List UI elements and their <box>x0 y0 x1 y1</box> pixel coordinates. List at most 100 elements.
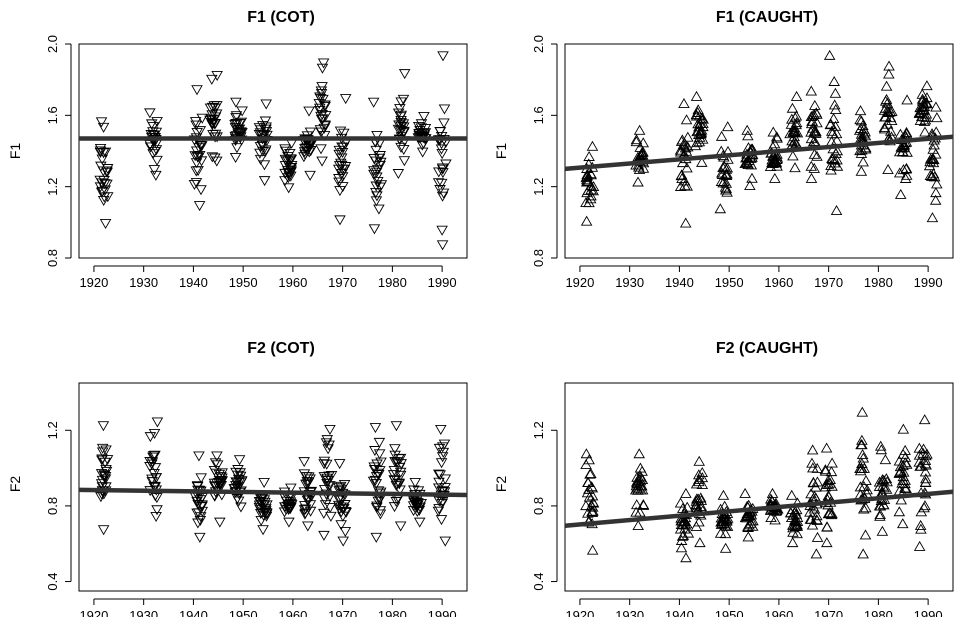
data-point <box>282 504 295 515</box>
x-tick-label: 1960 <box>764 275 793 290</box>
data-point <box>439 483 451 494</box>
data-point <box>257 525 269 536</box>
data-point <box>823 49 836 60</box>
data-point <box>931 112 943 123</box>
data-point <box>920 473 932 484</box>
data-point <box>680 487 692 498</box>
data-point <box>146 474 158 485</box>
data-point <box>392 169 405 180</box>
data-point <box>768 138 781 149</box>
data-point <box>826 153 839 164</box>
data-point <box>321 478 333 489</box>
data-point <box>916 88 929 99</box>
data-point <box>690 90 703 101</box>
data-point <box>101 192 114 203</box>
data-point <box>807 110 819 121</box>
data-point <box>325 471 338 482</box>
data-point <box>820 442 833 453</box>
data-point <box>742 130 754 141</box>
data-point <box>630 134 643 145</box>
data-point <box>370 187 382 198</box>
data-point <box>739 487 751 498</box>
data-point <box>101 166 113 177</box>
data-point <box>436 452 449 463</box>
data-point <box>900 169 913 180</box>
panel-title: F2 (COT) <box>247 340 315 357</box>
data-point <box>282 183 295 194</box>
data-point <box>338 128 350 139</box>
data-point <box>765 512 777 523</box>
data-point <box>580 215 593 226</box>
data-point <box>95 479 108 490</box>
data-point <box>369 446 381 457</box>
data-point <box>878 122 891 133</box>
data-point <box>215 472 227 483</box>
trend-line <box>564 489 954 529</box>
data-point <box>915 523 927 534</box>
data-point <box>690 495 703 506</box>
x-tick-label: 1980 <box>864 608 893 617</box>
data-point <box>188 179 201 190</box>
data-point <box>298 469 311 480</box>
data-point <box>333 483 345 494</box>
data-point <box>368 166 380 177</box>
data-point <box>339 527 352 538</box>
data-point <box>228 484 241 495</box>
data-point <box>715 130 728 141</box>
data-point <box>304 127 317 138</box>
data-point <box>809 99 821 110</box>
data-point <box>583 483 595 494</box>
data-point <box>722 153 734 164</box>
data-point <box>315 114 328 125</box>
data-point <box>769 172 781 183</box>
data-point <box>373 204 385 215</box>
data-point <box>149 463 162 474</box>
data-point <box>680 114 693 125</box>
data-point <box>206 114 218 125</box>
data-point <box>883 60 895 71</box>
data-point <box>583 150 595 161</box>
data-point <box>390 421 403 432</box>
data-point <box>694 537 706 548</box>
data-point <box>148 452 160 463</box>
data-point <box>324 502 336 513</box>
panel-f2-caught: F2 (CAUGHT) F2 1920 1930 1940 1950 1960 1970 1… <box>493 340 954 622</box>
data-point <box>208 465 221 476</box>
data-point <box>674 497 687 508</box>
data-point <box>896 518 909 529</box>
data-point <box>880 473 893 484</box>
data-point <box>827 113 840 124</box>
data-point <box>587 496 599 507</box>
data-point <box>337 536 349 547</box>
data-point <box>790 137 802 148</box>
data-point <box>807 501 820 512</box>
data-point <box>147 127 159 138</box>
data-point <box>924 156 936 167</box>
data-point <box>335 520 347 531</box>
data-point <box>897 164 910 175</box>
data-point <box>398 156 411 167</box>
data-point <box>789 515 802 526</box>
data-point <box>419 124 432 135</box>
data-point <box>409 498 421 509</box>
data-point <box>586 140 599 151</box>
data-point <box>921 80 933 91</box>
data-point <box>314 92 326 103</box>
data-point <box>693 136 706 147</box>
data-point <box>854 114 866 125</box>
data-point <box>368 169 380 180</box>
data-point <box>586 482 599 493</box>
data-point <box>806 115 819 126</box>
data-point <box>253 500 266 511</box>
data-point <box>675 542 688 553</box>
data-point <box>95 469 108 480</box>
data-point <box>742 531 755 542</box>
data-point <box>805 172 818 183</box>
data-point <box>394 453 407 464</box>
data-point <box>899 482 911 493</box>
data-point <box>914 519 927 530</box>
x-tick-label: 1950 <box>715 275 744 290</box>
data-point <box>435 425 447 436</box>
data-point <box>680 145 693 156</box>
data-point <box>390 479 403 490</box>
